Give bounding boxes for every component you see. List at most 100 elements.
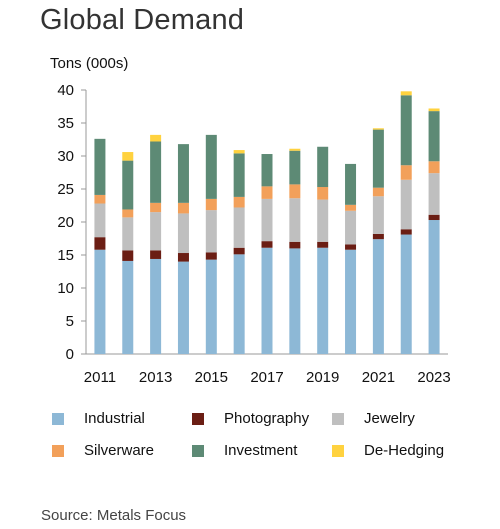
bar-segment-jewelry-2022 [400, 179, 412, 230]
bar-segment-industrial-2012 [122, 260, 134, 354]
bar-segment-investment-2016 [233, 153, 245, 197]
bar-segment-industrial-2015 [205, 259, 217, 354]
bar-segment-jewelry-2018 [289, 198, 301, 242]
legend-swatch [52, 444, 64, 457]
bar-segment-de-hedging-2012 [122, 152, 134, 161]
bar-segment-photography-2022 [400, 229, 412, 235]
legend-label: Photography [224, 410, 310, 427]
legend-label: De-Hedging [364, 442, 445, 459]
bar-segment-silverware-2018 [289, 184, 301, 199]
y-tick-label: 10 [57, 280, 74, 297]
bar-segment-investment-2015 [205, 134, 217, 199]
bar-segment-photography-2020 [345, 244, 357, 250]
x-tick-label: 2019 [306, 369, 339, 386]
bar-segment-jewelry-2017 [261, 198, 273, 242]
source-note: Source: Metals Focus [41, 507, 187, 524]
y-tick-label: 25 [57, 181, 74, 198]
bar-segment-investment-2018 [289, 150, 301, 185]
x-tick-label: 2021 [362, 369, 395, 386]
legend-item-jewelry: Jewelry [332, 410, 415, 427]
chart-title: Global Demand [40, 4, 245, 36]
legend-item-photography: Photography [192, 410, 309, 427]
bar-segment-photography-2021 [372, 233, 384, 240]
bar-segment-investment-2021 [372, 129, 384, 188]
bar-segment-de-hedging-2021 [372, 128, 384, 130]
legend-item-de-hedging: De-Hedging [332, 442, 444, 459]
bar-segment-de-hedging-2018 [289, 148, 301, 151]
bar-segment-silverware-2016 [233, 196, 245, 208]
legend-swatch [52, 412, 64, 425]
bar-segment-photography-2023 [428, 214, 440, 221]
chart-plot: 0 5 10 15 20 25 30 35 40 2011 2013 2015 2017 2019 2021… [57, 82, 450, 386]
bar-segment-de-hedging-2016 [233, 150, 245, 154]
bar-segment-de-hedging-2023 [428, 108, 440, 112]
y-tick-label: 35 [57, 115, 74, 132]
bar-segment-silverware-2011 [94, 194, 106, 204]
legend-item-industrial: Industrial [52, 410, 145, 427]
bar-segment-investment-2022 [400, 95, 412, 166]
y-axis-label: Tons (000s) [50, 55, 129, 72]
bar-segment-investment-2019 [317, 146, 329, 188]
legend-swatch [332, 444, 344, 457]
legend-item-silverware: Silverware [52, 442, 154, 459]
bar-segment-jewelry-2013 [150, 212, 162, 251]
bar-segment-industrial-2014 [177, 261, 189, 354]
y-tick-label: 0 [66, 346, 74, 363]
bar-segment-industrial-2017 [261, 247, 273, 354]
bar-segment-silverware-2014 [177, 202, 189, 214]
bar-segment-silverware-2012 [122, 209, 134, 218]
bar-segment-photography-2014 [177, 253, 189, 262]
y-tick-label: 15 [57, 247, 74, 264]
bar-segment-investment-2014 [177, 144, 189, 203]
y-tick-label: 30 [57, 148, 74, 165]
legend-swatch [192, 444, 204, 457]
bar-segment-industrial-2023 [428, 220, 440, 354]
bar-segment-investment-2013 [150, 141, 162, 203]
bar-segment-silverware-2013 [150, 202, 162, 213]
bar-segment-jewelry-2012 [122, 217, 134, 251]
bar-segment-silverware-2019 [317, 187, 329, 200]
bar-segment-investment-2011 [94, 138, 106, 195]
legend-label: Industrial [84, 410, 145, 427]
bar-segment-industrial-2021 [372, 239, 384, 354]
x-tick-label: 2015 [195, 369, 228, 386]
bar-segment-photography-2011 [94, 237, 106, 250]
bar-segment-investment-2020 [345, 163, 357, 205]
bar-segment-de-hedging-2022 [400, 91, 412, 96]
legend-label: Silverware [84, 442, 155, 459]
bar-segment-jewelry-2016 [233, 207, 245, 248]
x-tick-label: 2013 [139, 369, 172, 386]
bar-segment-industrial-2018 [289, 248, 301, 354]
bar-segment-photography-2018 [289, 241, 301, 249]
bar-segment-jewelry-2021 [372, 196, 384, 234]
bar-segment-investment-2017 [261, 154, 273, 187]
bar-segment-industrial-2022 [400, 234, 412, 354]
bar-segment-silverware-2021 [372, 187, 384, 197]
x-tick-label: 2023 [417, 369, 450, 386]
y-tick-label: 20 [57, 214, 74, 231]
bar-segment-photography-2017 [261, 241, 273, 248]
bar-segment-industrial-2013 [150, 258, 162, 354]
bar-segment-silverware-2022 [400, 165, 412, 180]
bar-segment-jewelry-2023 [428, 173, 440, 215]
legend-label: Investment [224, 442, 298, 459]
bar-segment-silverware-2015 [205, 198, 217, 211]
bar-segment-photography-2016 [233, 247, 245, 255]
y-tick-label: 40 [57, 82, 74, 99]
bar-segment-de-hedging-2013 [150, 134, 162, 142]
bar-segment-jewelry-2019 [317, 199, 329, 242]
bar-segment-jewelry-2011 [94, 203, 106, 238]
x-tick-label: 2011 [84, 369, 116, 386]
x-tick-label: 2017 [250, 369, 283, 386]
bar-segment-jewelry-2015 [205, 210, 217, 253]
bar-segment-silverware-2017 [261, 186, 273, 199]
y-tick-label: 5 [66, 313, 74, 330]
bar-segment-photography-2019 [317, 241, 329, 248]
bar-segment-photography-2012 [122, 250, 134, 261]
bar-segment-silverware-2023 [428, 161, 440, 174]
bar-segment-jewelry-2014 [177, 213, 189, 254]
bar-segment-industrial-2016 [233, 254, 245, 354]
bar-segment-photography-2013 [150, 250, 162, 259]
bar-segment-investment-2012 [122, 160, 134, 210]
legend-swatch [192, 412, 204, 425]
